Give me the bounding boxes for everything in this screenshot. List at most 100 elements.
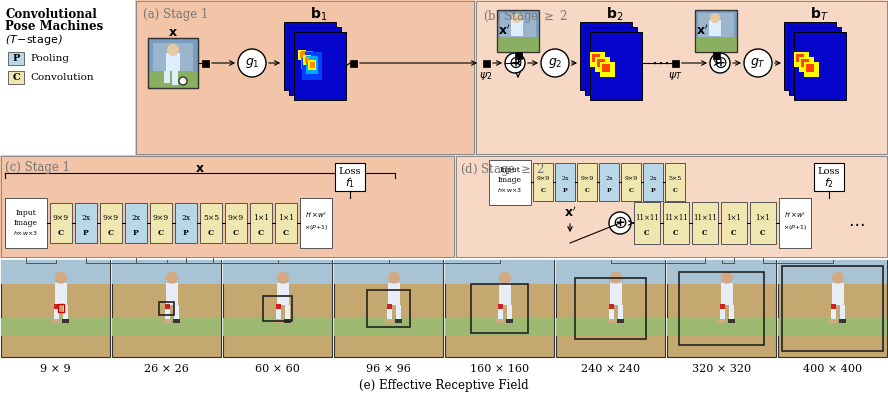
Bar — [497, 10, 539, 52]
Bar — [506, 319, 513, 323]
Bar — [498, 305, 503, 321]
Text: C: C — [233, 229, 239, 237]
Text: C: C — [158, 229, 164, 237]
Bar — [396, 305, 401, 319]
Bar — [52, 319, 60, 323]
Bar — [164, 71, 170, 83]
Bar — [718, 319, 726, 323]
Bar — [831, 304, 836, 309]
Bar — [1, 318, 110, 336]
Bar — [305, 57, 310, 63]
Text: $h'{\times}w'$: $h'{\times}w'$ — [305, 210, 327, 220]
Bar — [580, 22, 632, 90]
Text: Loss: Loss — [338, 168, 361, 176]
Bar — [721, 283, 733, 305]
Text: $\mathbf{x}'$: $\mathbf{x}'$ — [497, 24, 510, 38]
Bar — [302, 52, 322, 80]
Bar — [223, 260, 332, 357]
Circle shape — [499, 272, 511, 284]
Text: 1×1: 1×1 — [726, 214, 741, 222]
Text: $\mathbf{x}$: $\mathbf{x}$ — [168, 26, 178, 40]
Bar — [721, 202, 747, 244]
Bar — [388, 283, 400, 305]
Bar — [50, 203, 72, 243]
Bar — [590, 32, 642, 100]
Text: Loss: Loss — [818, 168, 840, 176]
Bar — [592, 54, 600, 62]
Bar — [515, 52, 522, 59]
Bar — [148, 38, 198, 88]
Bar — [750, 202, 776, 244]
Bar — [607, 319, 615, 323]
Bar — [263, 296, 292, 321]
Text: 2x: 2x — [131, 214, 140, 222]
Circle shape — [609, 212, 631, 234]
Text: C: C — [108, 229, 114, 237]
Bar — [778, 260, 887, 284]
Text: (c) Stage 1: (c) Stage 1 — [5, 161, 70, 174]
Text: ($T\!-\!\mathrm{stage}$): ($T\!-\!\mathrm{stage}$) — [5, 32, 63, 47]
Bar — [801, 59, 809, 67]
Bar — [789, 27, 841, 95]
Bar — [829, 319, 837, 323]
Text: C: C — [629, 188, 633, 194]
Bar — [500, 13, 536, 49]
Bar — [165, 305, 170, 321]
Bar — [292, 42, 312, 70]
Circle shape — [610, 272, 622, 284]
Bar — [275, 203, 297, 243]
Text: 9×9: 9×9 — [103, 214, 119, 222]
Bar — [621, 163, 641, 201]
Bar — [695, 37, 737, 52]
Text: $\mathbf{x}$: $\mathbf{x}$ — [195, 162, 205, 174]
Bar — [1, 260, 110, 357]
Bar — [54, 305, 59, 321]
Bar — [5, 198, 47, 248]
Text: Image: Image — [14, 219, 38, 227]
Text: $\cdots$: $\cdots$ — [651, 54, 669, 72]
Bar — [301, 51, 313, 69]
Text: $h'{\times}w'$: $h'{\times}w'$ — [784, 210, 805, 220]
Text: (e) Effective Receptive Field: (e) Effective Receptive Field — [359, 379, 529, 392]
Text: C: C — [673, 229, 678, 237]
Bar — [667, 260, 776, 284]
Bar — [794, 32, 846, 100]
Bar — [794, 52, 809, 67]
Bar — [489, 160, 531, 205]
Bar — [276, 304, 281, 309]
Text: $\cdots$: $\cdots$ — [848, 214, 864, 232]
Bar — [507, 305, 512, 319]
Bar — [695, 10, 737, 52]
Bar — [643, 163, 663, 201]
Bar — [698, 13, 734, 49]
Bar — [497, 10, 539, 52]
Bar — [135, 0, 475, 155]
Text: $h{\times}w{\times}3$: $h{\times}w{\times}3$ — [497, 186, 522, 194]
Text: 2x: 2x — [561, 176, 568, 180]
Bar — [285, 305, 290, 319]
Bar — [225, 203, 247, 243]
Text: $\mathbf{b}_2$: $\mathbf{b}_2$ — [607, 5, 623, 23]
Text: 9×9: 9×9 — [53, 214, 69, 222]
Bar — [782, 266, 883, 351]
Text: C: C — [12, 73, 20, 82]
Bar — [306, 56, 318, 74]
Bar — [1, 260, 110, 284]
Circle shape — [277, 272, 289, 284]
Text: P: P — [563, 188, 567, 194]
Bar — [471, 284, 528, 333]
Text: C: C — [283, 229, 289, 237]
Text: C: C — [644, 229, 650, 237]
Bar — [200, 203, 222, 243]
Bar — [277, 283, 289, 305]
Bar — [713, 52, 720, 59]
Bar — [202, 60, 209, 67]
Text: (d) Stage $\geq$ 2: (d) Stage $\geq$ 2 — [460, 161, 545, 178]
Bar — [695, 10, 737, 52]
Bar — [445, 260, 554, 284]
Bar — [634, 202, 660, 244]
Bar — [174, 305, 179, 319]
Text: 2x: 2x — [181, 214, 191, 222]
Bar — [54, 304, 59, 309]
Bar — [334, 260, 443, 357]
